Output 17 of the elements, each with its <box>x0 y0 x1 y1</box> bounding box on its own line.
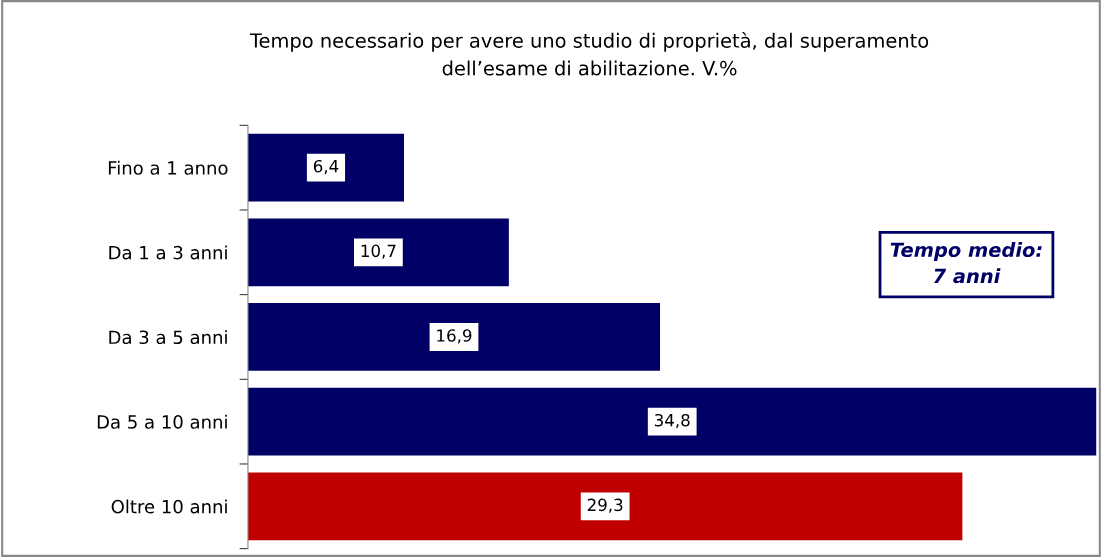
data-label: 16,9 <box>437 329 472 344</box>
y-tick-label: Da 5 a 10 anni <box>97 414 227 429</box>
y-tick-label: Da 3 a 5 anni <box>109 330 227 345</box>
bar <box>247 133 404 202</box>
y-tick-label: Oltre 10 anni <box>111 499 227 514</box>
y-tick-label: Da 1 a 3 anni <box>109 245 227 260</box>
data-label: 29,3 <box>587 498 623 513</box>
bar <box>247 472 963 541</box>
data-label: 10,7 <box>361 244 396 259</box>
data-label: 34,8 <box>654 413 690 429</box>
chart-title: Tempo necessario per avere uno studio di proprietà, dal superamento dell’esame di abilitazione. V.% <box>249 32 929 76</box>
bar <box>247 303 661 371</box>
bar <box>247 218 509 287</box>
data-label: 6,4 <box>313 159 339 175</box>
annotation: Tempo medio: 7 anni <box>890 242 1042 284</box>
y-tick-label: Fino a 1 anno <box>108 160 228 175</box>
bar <box>247 387 1097 456</box>
